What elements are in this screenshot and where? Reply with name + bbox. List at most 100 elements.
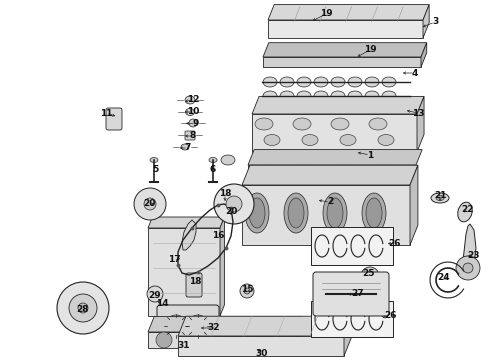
Text: 28: 28 [76,306,88,315]
Polygon shape [178,336,344,356]
Text: 22: 22 [461,206,473,215]
Polygon shape [462,224,476,272]
Ellipse shape [185,96,195,104]
Ellipse shape [280,91,294,101]
Text: 18: 18 [189,278,201,287]
Circle shape [366,272,374,280]
Text: 15: 15 [241,285,253,294]
Circle shape [134,188,166,220]
Ellipse shape [365,77,379,87]
Polygon shape [263,43,427,57]
Ellipse shape [284,193,308,233]
Text: 30: 30 [256,348,268,357]
Text: 27: 27 [352,288,364,297]
Text: 5: 5 [152,166,158,175]
Text: 20: 20 [143,199,155,208]
FancyBboxPatch shape [220,190,238,212]
Text: 25: 25 [362,270,374,279]
Circle shape [165,315,187,337]
Ellipse shape [189,119,197,127]
Text: 11: 11 [100,108,112,117]
Polygon shape [417,96,424,152]
Ellipse shape [331,118,349,130]
Text: 26: 26 [388,238,400,248]
Polygon shape [423,5,429,38]
Ellipse shape [186,108,195,116]
Text: 20: 20 [225,207,237,216]
Text: 23: 23 [467,251,479,260]
Ellipse shape [371,166,393,172]
Polygon shape [242,185,410,245]
Circle shape [78,303,88,313]
Ellipse shape [378,135,394,145]
Ellipse shape [297,91,311,101]
Ellipse shape [245,193,269,233]
Text: 21: 21 [434,192,446,201]
Polygon shape [268,5,429,20]
Polygon shape [252,96,424,114]
Circle shape [187,315,209,337]
Polygon shape [248,165,416,173]
Ellipse shape [331,77,345,87]
Ellipse shape [382,91,396,101]
Text: 18: 18 [219,189,231,198]
Ellipse shape [340,135,356,145]
Ellipse shape [365,91,379,101]
Text: 31: 31 [178,341,190,350]
Circle shape [214,184,254,224]
Text: 32: 32 [208,324,220,333]
Polygon shape [148,316,302,332]
Polygon shape [148,217,224,228]
Text: 10: 10 [187,108,199,117]
Ellipse shape [436,195,444,201]
Ellipse shape [366,198,382,228]
Circle shape [144,198,156,210]
Text: 3: 3 [432,18,438,27]
Text: 26: 26 [384,310,396,320]
Circle shape [222,332,238,348]
Text: 1: 1 [367,150,373,159]
Ellipse shape [431,193,449,203]
Polygon shape [344,316,352,356]
Text: 16: 16 [212,230,224,239]
FancyBboxPatch shape [311,227,393,265]
Ellipse shape [288,198,304,228]
FancyBboxPatch shape [313,272,389,316]
Text: 6: 6 [210,166,216,175]
Ellipse shape [362,193,386,233]
Ellipse shape [314,91,328,101]
Circle shape [255,332,271,348]
Ellipse shape [382,77,396,87]
Polygon shape [220,217,224,316]
Polygon shape [242,165,418,185]
Circle shape [156,332,172,348]
Ellipse shape [302,135,318,145]
Polygon shape [252,114,417,152]
Circle shape [226,196,242,212]
Text: 13: 13 [412,108,424,117]
Circle shape [189,332,205,348]
Circle shape [240,284,254,298]
Ellipse shape [348,77,362,87]
Ellipse shape [327,198,343,228]
Polygon shape [410,165,418,245]
Ellipse shape [331,91,345,101]
Text: 17: 17 [168,256,180,265]
Ellipse shape [293,118,311,130]
Text: 2: 2 [327,198,333,207]
Polygon shape [182,220,196,250]
Ellipse shape [264,135,280,145]
Ellipse shape [458,202,472,222]
FancyBboxPatch shape [186,273,202,297]
Text: 14: 14 [156,300,168,309]
Polygon shape [148,228,220,316]
Polygon shape [178,316,352,336]
Circle shape [57,282,109,334]
Ellipse shape [221,155,235,165]
Ellipse shape [297,77,311,87]
Ellipse shape [333,166,355,172]
FancyBboxPatch shape [157,305,219,347]
Polygon shape [263,57,421,67]
Circle shape [361,267,379,285]
Ellipse shape [181,144,189,150]
